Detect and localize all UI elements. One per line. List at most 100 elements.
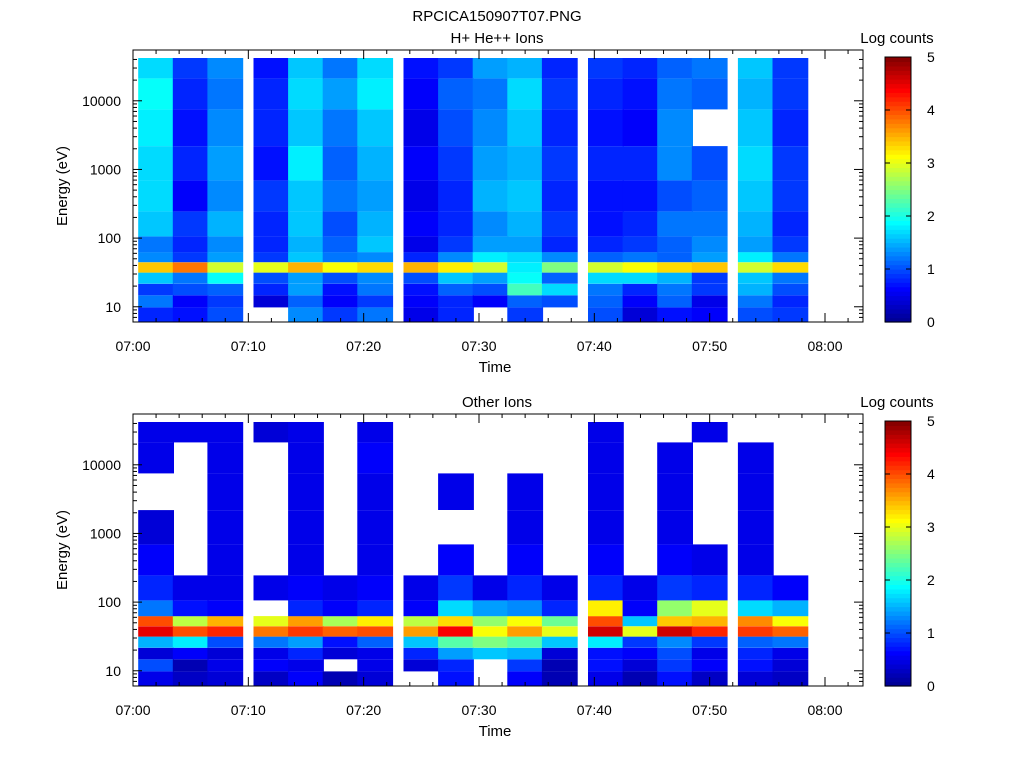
heatmap-cell [772,307,809,322]
heatmap-cell [691,544,728,576]
heatmap-cell [403,283,440,296]
heatmap-cell [588,473,624,510]
heatmap-cell [507,109,544,146]
heatmap-cell [253,647,290,660]
heatmap-cell [357,575,394,601]
colorbar-segment [885,224,911,230]
y-tick-label: 100 [98,594,122,610]
heatmap-cell [588,180,624,212]
heatmap-cell [588,600,624,617]
y-tick-label: 100 [98,230,122,246]
heatmap-cell [507,58,544,79]
heatmap-cell [657,575,693,601]
heatmap-cell [622,295,659,308]
heatmap-cell [622,616,659,627]
heatmap-cell [172,146,209,181]
panels: 07:00 07:10 07:20 07:30 07:40 07:50 08:0010100… [54,30,935,740]
colorbar-segment [885,637,911,643]
heatmap-cell [288,252,324,263]
heatmap-cell [403,236,440,253]
heatmap-cell [541,236,578,253]
heatmap-cell [403,58,440,79]
colorbar-segment [885,260,911,266]
heatmap-cell [588,283,624,296]
heatmap-cell [403,295,440,308]
heatmap-cell [691,283,728,296]
heatmap-cell [691,616,728,627]
heatmap-cell [322,575,359,601]
heatmap-cell [438,636,474,648]
heatmap-cell [588,109,624,146]
colorbar-segment [885,154,911,160]
colorbar-segment [885,429,911,435]
heatmap-cell [357,180,394,212]
colorbar-segment [885,189,911,195]
heatmap-cell [737,473,774,510]
x-tick-label: 07:00 [115,702,150,718]
heatmap-cell [172,422,209,443]
y-tick-label: 10000 [82,457,121,473]
colorbar-segment [885,491,911,497]
heatmap-cell [253,78,290,110]
heatmap-cell [138,636,174,648]
x-tick-label: 07:10 [231,338,266,354]
heatmap-cell [172,307,209,322]
heatmap-cell [507,616,544,627]
heatmap-cell [472,78,509,110]
heatmap-cell [138,616,174,627]
heatmap-cell [472,236,509,253]
heatmap-cell [507,473,544,510]
colorbar-segment [885,668,911,674]
heatmap-cell [588,295,624,308]
heatmap-cell [138,272,174,284]
colorbar-segment [885,123,911,129]
colorbar-segment [885,216,911,222]
heatmap-cell [691,180,728,212]
colorbar-segment [885,513,911,519]
heatmap-cell [541,295,578,308]
x-tick-label: 08:00 [807,338,842,354]
heatmap-cell [691,252,728,263]
heatmap-cells [138,58,809,322]
heatmap-cell [657,510,693,545]
heatmap-cell [472,211,509,237]
heatmap-cell [691,78,728,110]
heatmap-cell [472,262,509,273]
colorbar-segment [885,553,911,559]
heatmap-cell [207,295,244,308]
colorbar-segment [885,61,911,67]
heatmap-cell [253,616,290,627]
heatmap-cell [207,252,244,263]
heatmap-cell [657,211,693,237]
heatmap-cell [541,647,578,660]
colorbar-segment [885,282,911,288]
heatmap-cell [622,283,659,296]
heatmap-cell [772,600,809,617]
heatmap-cell [322,636,359,648]
heatmap-cell [288,146,324,181]
heatmap-cell [207,616,244,627]
colorbar-segment [885,465,911,471]
heatmap-cell [357,600,394,617]
spectrogram-panel-2: 07:00 07:10 07:20 07:30 07:40 07:50 08:0010100… [54,394,935,740]
colorbar-segment [885,83,911,89]
y-tick-label: 10 [105,299,121,315]
heatmap-cell [737,544,774,576]
heatmap-cell [737,671,774,686]
colorbar-segment [885,575,911,581]
heatmap-cell [622,307,659,322]
colorbar-segment [885,193,911,199]
heatmap-cell [322,307,359,322]
heatmap-cell [472,636,509,648]
heatmap-cell [322,146,359,181]
heatmap-cell [288,422,324,443]
heatmap-cell [657,58,693,79]
heatmap-cell [472,252,509,263]
colorbar-segment [885,681,911,687]
heatmap-cell [438,544,474,576]
heatmap-cell [138,180,174,212]
heatmap-cell [588,422,624,443]
heatmap-cell [357,236,394,253]
colorbar-segment [885,628,911,634]
heatmap-cell [541,575,578,601]
